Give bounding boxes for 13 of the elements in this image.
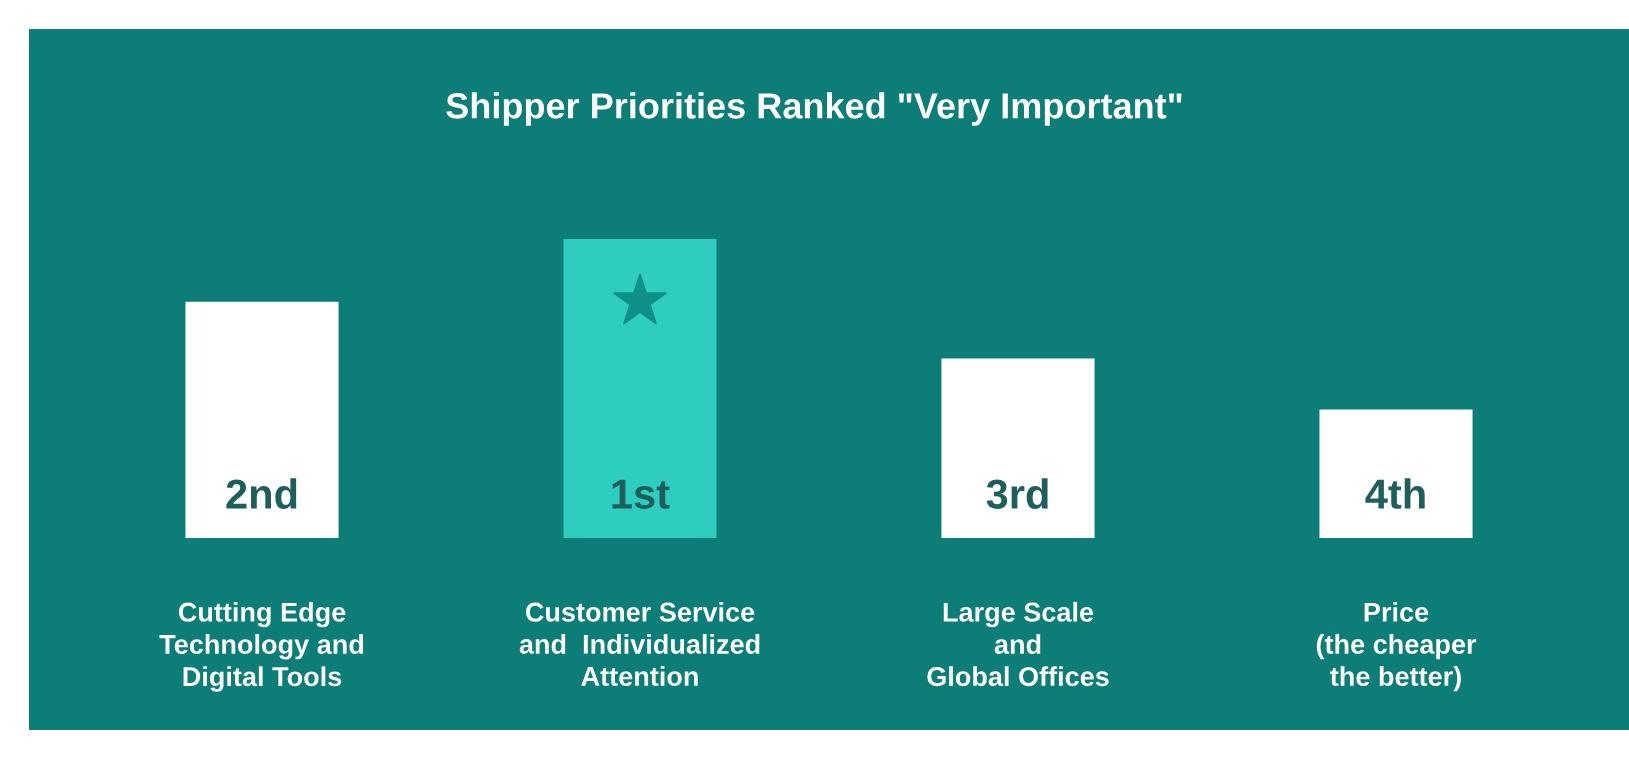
annotation: 1st xyxy=(612,479,670,509)
x-tick-label: Customer Service and Individualized Attention xyxy=(519,601,760,687)
x-tick-label: Cutting Edge Technology and Digital Tools xyxy=(159,601,364,692)
annotation: 2nd xyxy=(226,478,297,509)
bar xyxy=(563,239,717,538)
x-tick-label: Large Scale and Global Offices xyxy=(927,601,1109,687)
annotation: 3rd xyxy=(986,478,1048,509)
bar xyxy=(1319,409,1473,538)
x-tick-label: Price (the cheaper the better) xyxy=(1316,601,1477,692)
bar xyxy=(185,301,339,538)
chart-title: Shipper Priorities Ranked "Very Important" xyxy=(446,92,1182,126)
bar xyxy=(941,358,1095,538)
annotation: 4th xyxy=(1365,478,1425,509)
